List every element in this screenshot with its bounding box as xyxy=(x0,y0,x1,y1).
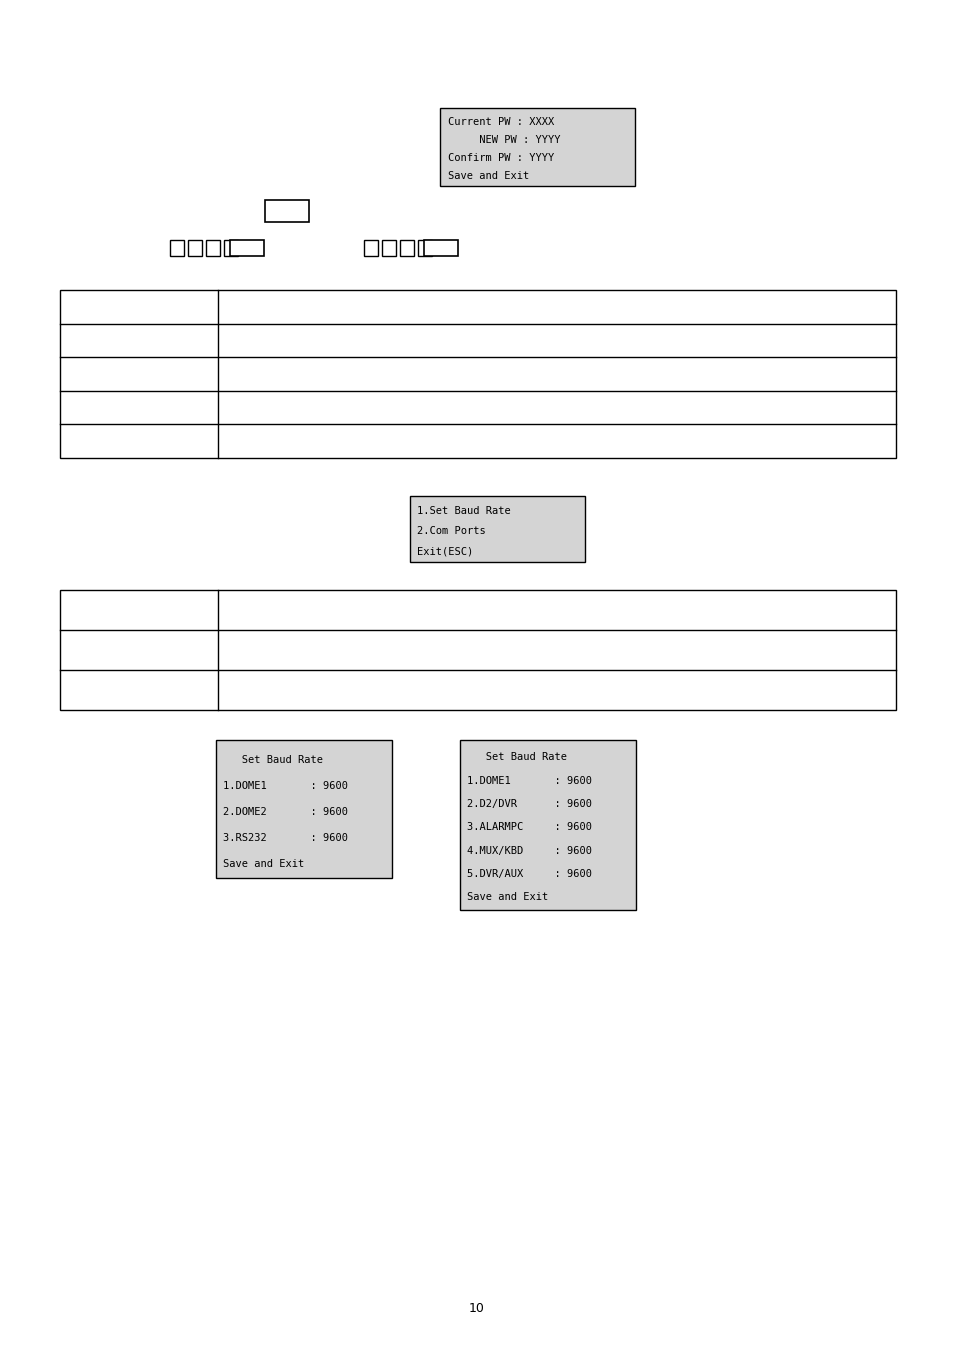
Text: Set Baud Rate: Set Baud Rate xyxy=(223,754,323,765)
FancyBboxPatch shape xyxy=(439,108,635,186)
Text: Save and Exit: Save and Exit xyxy=(223,859,304,869)
Text: 3.ALARMPC     : 9600: 3.ALARMPC : 9600 xyxy=(467,823,592,832)
FancyBboxPatch shape xyxy=(399,240,414,255)
FancyBboxPatch shape xyxy=(265,200,309,222)
Text: Current PW : XXXX: Current PW : XXXX xyxy=(447,116,554,127)
Text: 1.DOME1       : 9600: 1.DOME1 : 9600 xyxy=(223,781,348,790)
Text: Confirm PW : YYYY: Confirm PW : YYYY xyxy=(447,153,554,163)
FancyBboxPatch shape xyxy=(410,496,584,562)
Text: 2.Com Ports: 2.Com Ports xyxy=(416,526,485,536)
Text: 1.Set Baud Rate: 1.Set Baud Rate xyxy=(416,507,510,516)
FancyBboxPatch shape xyxy=(60,590,895,711)
Text: 2.D2/DVR      : 9600: 2.D2/DVR : 9600 xyxy=(467,798,592,809)
FancyBboxPatch shape xyxy=(188,240,202,255)
Text: 10: 10 xyxy=(469,1301,484,1315)
FancyBboxPatch shape xyxy=(206,240,220,255)
FancyBboxPatch shape xyxy=(224,240,237,255)
Text: NEW PW : YYYY: NEW PW : YYYY xyxy=(447,135,559,145)
Text: 2.DOME2       : 9600: 2.DOME2 : 9600 xyxy=(223,807,348,816)
FancyBboxPatch shape xyxy=(381,240,395,255)
Text: Exit(ESC): Exit(ESC) xyxy=(416,546,473,557)
FancyBboxPatch shape xyxy=(417,240,432,255)
Text: Save and Exit: Save and Exit xyxy=(447,172,529,181)
FancyBboxPatch shape xyxy=(423,240,457,255)
Text: 1.DOME1       : 9600: 1.DOME1 : 9600 xyxy=(467,775,592,786)
Text: Set Baud Rate: Set Baud Rate xyxy=(467,753,566,762)
Text: 5.DVR/AUX     : 9600: 5.DVR/AUX : 9600 xyxy=(467,869,592,880)
FancyBboxPatch shape xyxy=(215,740,392,878)
Text: 3.RS232       : 9600: 3.RS232 : 9600 xyxy=(223,832,348,843)
FancyBboxPatch shape xyxy=(60,290,895,458)
Text: Save and Exit: Save and Exit xyxy=(467,892,548,902)
FancyBboxPatch shape xyxy=(364,240,377,255)
FancyBboxPatch shape xyxy=(459,740,636,911)
FancyBboxPatch shape xyxy=(170,240,184,255)
FancyBboxPatch shape xyxy=(230,240,264,255)
Text: 4.MUX/KBD     : 9600: 4.MUX/KBD : 9600 xyxy=(467,846,592,855)
